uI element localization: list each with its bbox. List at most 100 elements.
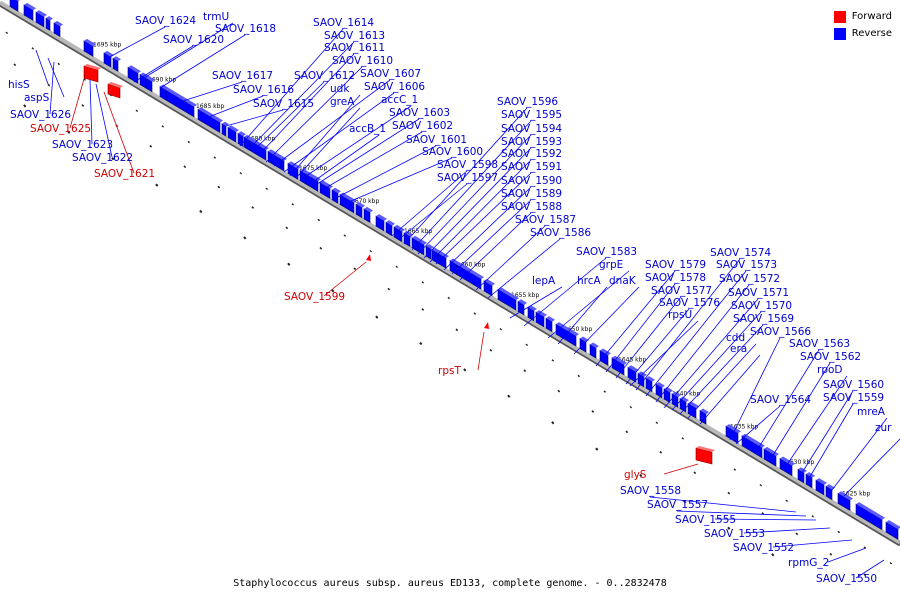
label-leader	[239, 28, 344, 147]
gene-label: SAOV_1560	[823, 379, 884, 391]
label-leader	[573, 286, 640, 355]
label-leader	[49, 61, 55, 115]
track-dot	[285, 226, 289, 230]
track-dot	[603, 390, 607, 393]
track-dot	[421, 308, 425, 311]
label-leader	[785, 375, 848, 467]
label-leader	[755, 349, 820, 453]
track-dot	[837, 530, 841, 534]
genome-caption: Staphylococcus aureus subsp. aureus ED13…	[233, 578, 667, 589]
label-leader	[289, 94, 361, 177]
reverse-gene	[145, 76, 155, 93]
track-dot	[343, 234, 347, 237]
genome-backbone	[0, 0, 900, 547]
gene-label: rpsT	[438, 365, 461, 377]
forward-gene	[107, 82, 123, 99]
track-dot	[727, 491, 731, 495]
track-dot	[551, 359, 555, 362]
label-leader	[772, 539, 853, 548]
forward-gene-small	[366, 254, 371, 261]
reverse-gene	[645, 376, 655, 393]
label-leader	[257, 53, 355, 157]
reverse-gene	[83, 38, 96, 57]
reverse-gene	[331, 187, 341, 204]
gene-label: rpoD	[817, 364, 843, 376]
label-leader	[475, 225, 546, 291]
label-leader	[283, 92, 395, 173]
gene-label: SAOV_1587	[515, 214, 576, 226]
reverse-gene	[545, 316, 555, 333]
gene-label: accC_1	[381, 94, 418, 106]
gene-label: SAOV_1616	[233, 84, 294, 96]
track-dot	[863, 573, 867, 577]
gene-label: lepA	[532, 275, 556, 287]
forward-gene	[695, 446, 715, 465]
label-leader	[179, 81, 243, 103]
reverse-gene	[363, 206, 373, 224]
track-dot	[785, 499, 789, 503]
label-leader	[699, 354, 761, 425]
gene-label: SAOV_1592	[501, 148, 562, 160]
gene-label: hrcA	[577, 275, 602, 287]
track-dot	[375, 315, 379, 319]
reverse-gene	[483, 278, 495, 297]
label-leader	[645, 270, 747, 397]
label-leader	[855, 559, 885, 579]
gene-label: SAOV_1613	[324, 30, 385, 42]
label-leader	[509, 286, 563, 319]
reverse-gene	[535, 310, 547, 328]
reverse-gene	[112, 56, 121, 72]
label-leader	[159, 34, 246, 89]
label-leader	[629, 320, 699, 387]
label-leader	[273, 79, 391, 167]
reverse-gene	[425, 244, 434, 260]
forward-swatch	[833, 10, 846, 23]
label-leader	[459, 212, 532, 281]
reverse-gene	[375, 214, 387, 232]
gene-label: SAOV_1572	[719, 273, 780, 285]
track-dot	[291, 203, 295, 206]
reverse-gene	[35, 10, 47, 28]
gene-label: SAOV_1570	[731, 300, 792, 312]
reverse-gene	[885, 520, 900, 540]
reverse-gene	[655, 382, 665, 399]
track-dot	[319, 246, 323, 250]
label-leader	[477, 331, 485, 371]
gene-label: aspS	[24, 92, 50, 104]
track-dot	[489, 348, 493, 352]
reverse-gene	[456, 262, 484, 290]
gene-label: SAOV_1578	[645, 272, 706, 284]
gene-label: SAOV_1606	[364, 81, 425, 93]
label-leader	[411, 120, 532, 251]
reverse-gene	[815, 478, 827, 496]
label-leader	[103, 91, 135, 174]
track-dot	[771, 553, 775, 557]
gene-label: SAOV_1588	[501, 201, 562, 213]
gene-label: SAOV_1589	[501, 188, 562, 200]
track-dot	[499, 327, 503, 331]
label-leader	[313, 118, 420, 187]
gene-label: SAOV_1590	[501, 175, 562, 187]
ruler-tick-label: 1625 kbp	[842, 491, 870, 498]
ruler-tick-label: 1630 kbp	[786, 459, 814, 466]
reverse-swatch	[833, 27, 846, 40]
label-leader	[451, 199, 532, 275]
track-dot	[759, 483, 763, 487]
gene-label: trmU	[203, 11, 229, 23]
ruler-tick-label: 1680 kbp	[247, 136, 275, 143]
label-leader	[299, 105, 412, 181]
reverse-gene	[517, 299, 527, 316]
gene-label: SAOV_1576	[659, 297, 720, 309]
reverse-gene	[527, 305, 537, 322]
gene-label: SAOV_1622	[72, 152, 133, 164]
legend-label-reverse: Reverse	[851, 28, 892, 39]
legend-label-forward: Forward	[851, 11, 892, 22]
track-decor	[5, 31, 893, 577]
label-leader	[143, 22, 234, 79]
label-leader	[663, 298, 759, 409]
track-dot	[243, 236, 247, 240]
reverse-gene	[589, 342, 599, 359]
track-dot	[213, 156, 217, 159]
gene-label: SAOV_1593	[501, 136, 562, 148]
ruler-tick-label: 1655 kbp	[511, 292, 539, 299]
